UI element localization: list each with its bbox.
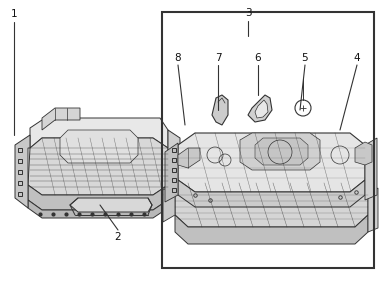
Polygon shape (255, 138, 308, 165)
Polygon shape (163, 183, 175, 222)
Polygon shape (255, 100, 268, 118)
Polygon shape (368, 188, 378, 232)
Polygon shape (365, 138, 377, 200)
Polygon shape (175, 183, 368, 227)
Polygon shape (28, 138, 168, 195)
Polygon shape (248, 95, 272, 122)
Text: 2: 2 (115, 232, 121, 242)
Polygon shape (355, 142, 372, 165)
Polygon shape (60, 130, 138, 163)
Text: 8: 8 (175, 53, 181, 63)
Text: 6: 6 (255, 53, 261, 63)
Polygon shape (168, 130, 180, 200)
Polygon shape (70, 198, 152, 212)
Text: 3: 3 (245, 8, 251, 18)
Text: 7: 7 (215, 53, 221, 63)
Text: 1: 1 (11, 9, 17, 19)
Polygon shape (30, 118, 168, 148)
Polygon shape (165, 143, 178, 202)
Polygon shape (42, 108, 80, 130)
Polygon shape (178, 180, 365, 207)
Polygon shape (240, 133, 320, 170)
Polygon shape (28, 185, 168, 210)
Polygon shape (212, 95, 228, 125)
Polygon shape (28, 200, 168, 218)
Text: 5: 5 (302, 53, 308, 63)
Polygon shape (175, 215, 368, 244)
Polygon shape (15, 135, 30, 208)
Bar (162, 12, 374, 268)
Text: 4: 4 (354, 53, 360, 63)
Polygon shape (178, 133, 365, 192)
Polygon shape (178, 148, 200, 168)
